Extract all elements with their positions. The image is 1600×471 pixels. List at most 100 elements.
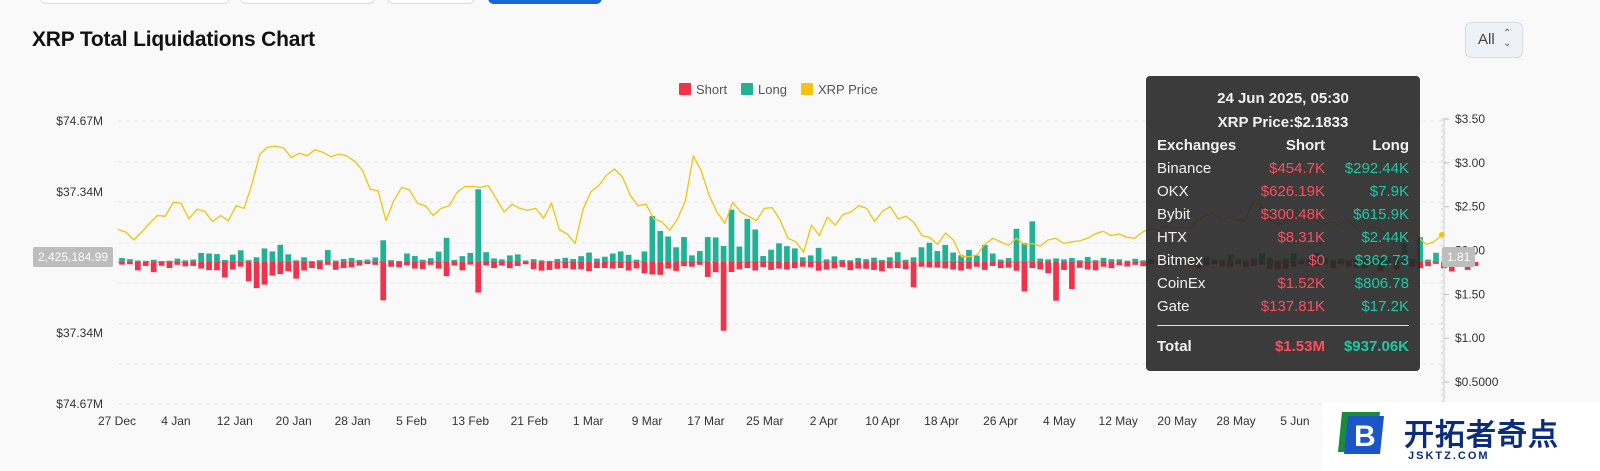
- long-bar: [1037, 258, 1044, 262]
- legend-swatch-short: [679, 83, 691, 95]
- short-bar: [459, 262, 466, 271]
- short-bar: [823, 262, 830, 270]
- range-select[interactable]: All ⌃ ⌄: [1465, 22, 1523, 58]
- long-bar: [815, 247, 822, 262]
- short-bar: [317, 262, 323, 270]
- short-bar: [277, 262, 284, 275]
- short-bar: [649, 262, 656, 275]
- short-bar: [839, 262, 846, 267]
- tooltip-cell-long: $292.44K: [1344, 160, 1409, 177]
- short-bar: [879, 262, 885, 272]
- tooltip-row: Gate $137.81K $17.2K: [1157, 298, 1409, 318]
- long-bar: [871, 257, 877, 262]
- left-axis: $74.67M $37.34M $37.34M $74.67M: [56, 114, 103, 411]
- short-bar: [451, 262, 458, 266]
- tooltip-cell-exchange: Bybit: [1157, 206, 1191, 223]
- short-bar: [340, 262, 347, 269]
- x-axis-tick-label: 4 Jan: [161, 414, 190, 428]
- short-bar: [293, 262, 299, 279]
- short-bar: [752, 262, 759, 271]
- short-bar: [863, 262, 869, 269]
- legend-item-short[interactable]: Short: [679, 82, 727, 97]
- long-bar: [989, 253, 996, 262]
- legend-item-price[interactable]: XRP Price: [801, 82, 878, 97]
- long-bar: [245, 260, 252, 262]
- long-bar: [728, 209, 735, 262]
- long-bar: [1069, 258, 1075, 262]
- long-bar: [570, 258, 577, 262]
- long-bar: [499, 259, 505, 262]
- short-bar: [1124, 262, 1131, 267]
- long-bar: [285, 254, 292, 262]
- short-bar: [902, 262, 909, 270]
- short-bar: [871, 262, 877, 270]
- short-bar: [744, 262, 751, 269]
- x-axis-tick-label: 18 Apr: [924, 414, 959, 428]
- long-bar: [269, 251, 276, 262]
- short-bar: [657, 262, 664, 275]
- site-watermark-text: 开拓者奇点: [1404, 418, 1559, 453]
- short-bar: [214, 262, 220, 271]
- range-select-value: All: [1478, 31, 1495, 48]
- long-bar: [214, 254, 220, 262]
- legend-item-long[interactable]: Long: [741, 82, 787, 97]
- site-logo-letter: B: [1354, 420, 1376, 453]
- short-bar: [364, 262, 371, 265]
- long-bar: [847, 260, 854, 262]
- long-bar: [1100, 257, 1107, 262]
- short-bar: [483, 262, 489, 266]
- long-bar: [507, 255, 513, 262]
- long-bar: [119, 258, 125, 262]
- short-bar: [261, 262, 268, 285]
- long-bar: [1053, 258, 1059, 262]
- long-bar: [696, 251, 703, 262]
- long-bar: [934, 251, 941, 262]
- short-bar: [467, 262, 474, 265]
- long-bar: [1013, 228, 1020, 262]
- long-bar: [609, 253, 616, 262]
- tooltip-cell-long: $2.44K: [1361, 229, 1409, 246]
- short-bar: [229, 262, 236, 270]
- long-bar: [190, 259, 197, 262]
- short-bar: [491, 262, 497, 269]
- short-bar: [1005, 262, 1012, 268]
- short-bar: [989, 262, 996, 266]
- short-bar: [372, 262, 379, 265]
- right-axis-tick-label: $0.5000: [1455, 375, 1499, 389]
- x-axis-tick-label: 1 Mar: [573, 414, 604, 428]
- long-bar: [158, 261, 165, 262]
- short-bar: [934, 262, 941, 268]
- long-bar: [1116, 259, 1123, 262]
- long-bar: [863, 259, 869, 262]
- tooltip-total-long: $937.06K: [1343, 338, 1409, 355]
- long-bar: [348, 258, 355, 262]
- long-bar: [491, 258, 497, 262]
- short-bar: [1108, 262, 1115, 269]
- long-bar: [641, 251, 648, 262]
- long-bar: [823, 259, 830, 262]
- short-bar: [380, 262, 387, 301]
- short-bar: [412, 262, 418, 269]
- long-bar: [776, 243, 782, 262]
- tooltip-cell-short: $0: [1308, 252, 1325, 269]
- short-bar: [736, 262, 743, 270]
- long-bar: [317, 260, 323, 262]
- long-bar: [784, 246, 790, 262]
- long-bar: [981, 245, 988, 262]
- short-bar: [546, 262, 553, 270]
- short-bar: [134, 262, 141, 271]
- long-bar: [1076, 260, 1083, 262]
- short-bar: [1061, 262, 1067, 270]
- short-bar: [356, 262, 363, 266]
- short-bar: [681, 262, 687, 267]
- short-bar: [1013, 262, 1020, 271]
- legend-swatch-long: [741, 83, 753, 95]
- legend-label-short: Short: [696, 82, 728, 97]
- short-bar: [443, 262, 450, 277]
- short-bar: [673, 262, 679, 271]
- short-bar: [910, 262, 917, 288]
- long-bar: [443, 237, 450, 262]
- tooltip-cell-short: $1.52K: [1277, 275, 1325, 292]
- long-bar: [380, 240, 387, 262]
- short-bar: [847, 262, 854, 271]
